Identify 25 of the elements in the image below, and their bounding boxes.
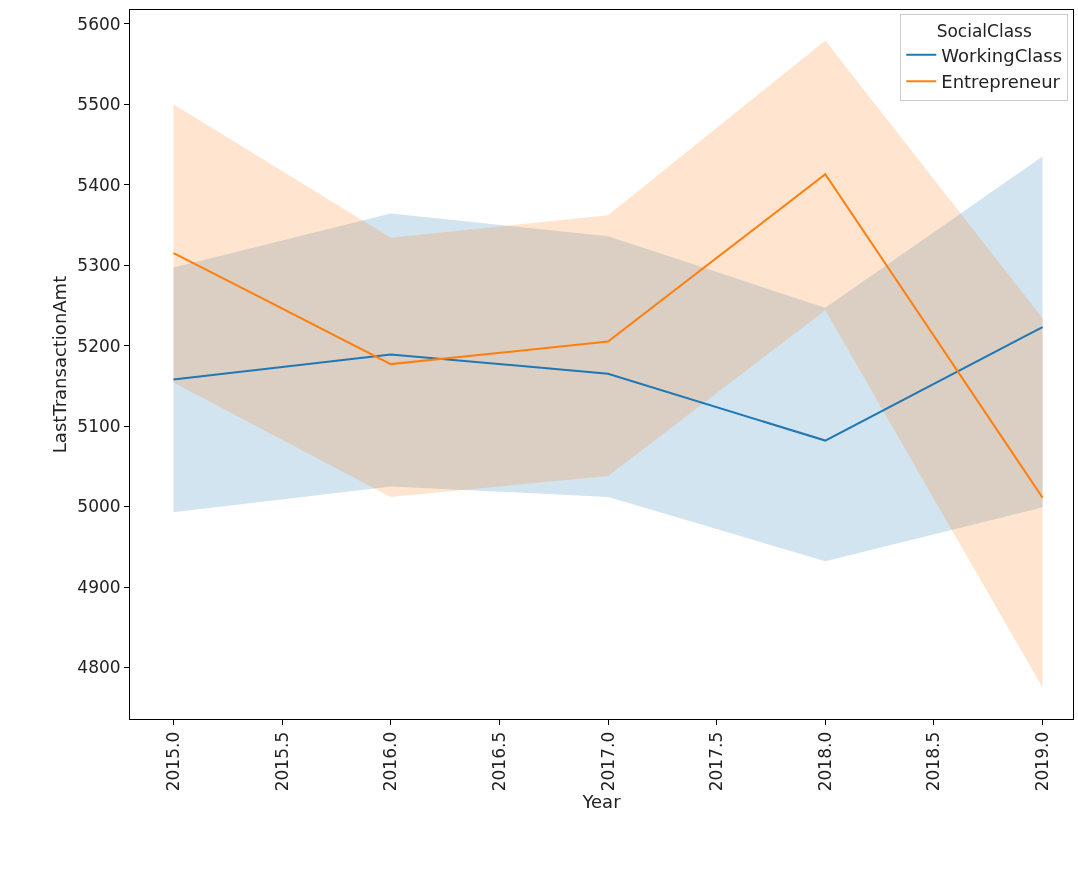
legend-label: WorkingClass xyxy=(941,44,1063,66)
x-tick-label: 2016.0 xyxy=(380,731,401,792)
y-tick-label: 4800 xyxy=(77,657,121,678)
x-tick-label: 2018.0 xyxy=(814,731,835,792)
x-tick-label: 2018.5 xyxy=(923,731,944,792)
line-series xyxy=(172,173,1044,499)
y-tick-label: 4900 xyxy=(77,576,121,597)
legend-label: Entrepreneur xyxy=(941,71,1061,93)
x-tick-label: 2015.5 xyxy=(271,731,292,792)
line-series xyxy=(172,326,1044,442)
x-tick-label: 2015.0 xyxy=(162,731,183,792)
y-tick-label: 5100 xyxy=(77,416,121,437)
y-tick-label: 5000 xyxy=(77,496,121,517)
x-tick-label: 2017.5 xyxy=(706,731,727,792)
x-axis-title: Year xyxy=(581,791,622,813)
legend-title: SocialClass xyxy=(936,20,1032,41)
y-tick-label: 5400 xyxy=(77,174,121,195)
y-tick-label: 5300 xyxy=(77,255,121,276)
y-tick-label: 5500 xyxy=(77,94,121,115)
y-axis-title: LastTransactionAmt xyxy=(48,275,70,454)
x-tick-label: 2016.5 xyxy=(488,731,509,792)
y-tick-label: 5600 xyxy=(77,13,121,34)
x-tick-label: 2017.0 xyxy=(597,731,618,792)
y-tick-label: 5200 xyxy=(77,335,121,356)
x-tick-label: 2019.0 xyxy=(1032,731,1053,792)
